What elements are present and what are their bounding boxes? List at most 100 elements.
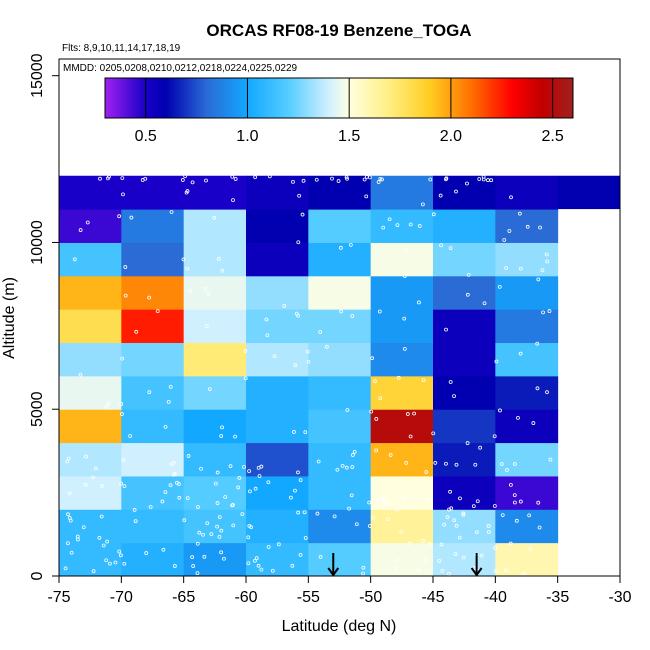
sample-point [330, 176, 334, 181]
sample-point [448, 489, 452, 494]
sample-point [444, 176, 449, 181]
sample-point [302, 510, 307, 515]
sample-point [535, 341, 540, 346]
sample-point [228, 464, 233, 469]
sample-point [248, 489, 252, 494]
sample-point [512, 493, 517, 498]
sample-point [471, 504, 476, 509]
heatmap-cell [433, 475, 496, 510]
sample-point [420, 202, 425, 207]
sample-point [503, 568, 508, 573]
sample-point [132, 508, 137, 512]
sample-point [454, 462, 459, 467]
sample-point [166, 399, 171, 404]
sample-point [525, 224, 530, 229]
heatmap-cell [370, 275, 434, 310]
heatmap-cell [246, 275, 309, 310]
heatmap-cell [59, 275, 122, 310]
sample-point [335, 467, 340, 472]
sample-point [253, 486, 258, 491]
sample-point [493, 546, 498, 551]
heatmap-cell [495, 175, 559, 210]
sample-point [452, 518, 457, 523]
sample-point [431, 431, 436, 436]
sample-point [93, 466, 98, 471]
sample-point [237, 476, 242, 480]
sample-point [423, 558, 428, 562]
sample-point [370, 356, 375, 361]
heatmap-cell [121, 409, 185, 444]
sample-point [242, 465, 246, 469]
sample-point [293, 488, 297, 493]
sample-point [452, 394, 456, 399]
sample-point [270, 568, 275, 573]
heatmap-cell [433, 175, 496, 210]
sample-point [97, 535, 102, 540]
sample-point [548, 457, 553, 462]
heatmap-cell [246, 475, 309, 510]
sample-point [537, 525, 542, 530]
sample-point [144, 551, 149, 555]
sample-point [121, 458, 126, 462]
sample-point [215, 501, 220, 505]
heatmap-cell [121, 475, 185, 510]
y-axis-label: Altitude (m) [1, 277, 18, 359]
sample-point [118, 553, 123, 558]
sample-point [361, 565, 366, 570]
heatmap-cell [495, 242, 559, 277]
sample-point [447, 571, 451, 576]
heatmap-cell [183, 542, 247, 576]
sample-point [454, 189, 458, 194]
sample-point [67, 491, 72, 496]
x-tick-label: -30 [608, 589, 631, 606]
sample-point [416, 568, 421, 573]
sample-point [172, 460, 176, 465]
sample-point [412, 411, 416, 416]
heatmap-cell [433, 542, 496, 576]
heatmap-cell [59, 375, 122, 410]
sample-point [233, 434, 237, 439]
sample-point [233, 177, 238, 181]
x-tick-label: -35 [546, 589, 569, 606]
heatmap-cell [495, 475, 559, 510]
sample-point [544, 252, 549, 257]
sample-point [403, 248, 408, 253]
sample-point [482, 301, 487, 306]
sample-point [388, 453, 393, 457]
heatmap-cell [183, 309, 247, 344]
sample-point [364, 194, 369, 199]
sample-point [303, 536, 308, 540]
dates-note: MMDD: 0205,0208,0210,0212,0218,0224,0225… [63, 63, 298, 74]
sample-point [492, 434, 497, 439]
sample-point [236, 485, 241, 490]
sample-point [215, 470, 220, 475]
sample-point [518, 351, 523, 356]
colorbar-tick-label: 2.5 [542, 128, 564, 145]
sample-point [545, 390, 549, 395]
sample-point [181, 257, 186, 262]
sample-point [540, 268, 545, 273]
sample-point [293, 363, 298, 368]
sample-point [177, 495, 182, 500]
sample-point [180, 178, 185, 182]
sample-point [243, 349, 248, 353]
sample-point [505, 468, 509, 472]
colorbar-tick-label: 2.0 [440, 128, 462, 145]
sample-point [195, 541, 200, 546]
sample-point [215, 524, 220, 529]
sample-point [486, 530, 491, 535]
sample-point [186, 454, 191, 458]
sample-point [78, 372, 83, 377]
sample-point [216, 257, 221, 261]
sample-point [69, 550, 74, 555]
sample-point [536, 277, 541, 282]
sample-point [461, 511, 466, 516]
sample-point [396, 375, 401, 380]
heatmap-cell [121, 275, 185, 310]
sample-point [347, 506, 351, 511]
sample-point [318, 330, 323, 334]
sample-point [105, 539, 110, 544]
sample-point [502, 238, 507, 242]
heatmap-cell [308, 542, 372, 576]
sample-point [444, 327, 448, 332]
